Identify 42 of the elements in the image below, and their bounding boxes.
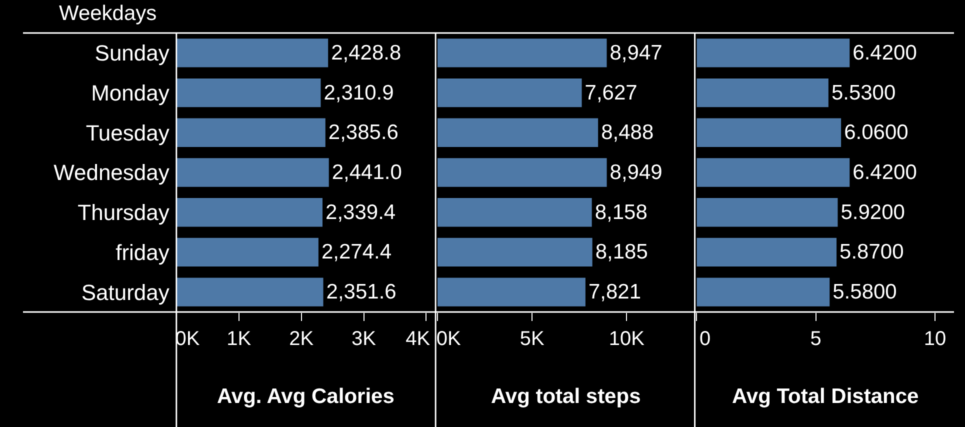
x-tick-label: 10K: [608, 328, 646, 350]
data-label: 8,185: [595, 240, 648, 264]
data-label: 2,351.6: [326, 280, 396, 304]
x-axis-title: Avg Total Distance: [732, 385, 919, 408]
data-label: 7,821: [588, 280, 642, 304]
data-label: 2,339.4: [326, 200, 396, 224]
x-tick-label: 5K: [520, 328, 545, 350]
data-label: 6.4200: [852, 41, 917, 64]
y-axis-title: Weekdays: [59, 2, 157, 25]
data-label: 8,947: [610, 41, 662, 64]
y-tick-label: Saturday: [81, 280, 170, 305]
y-tick-label: Sunday: [94, 40, 170, 66]
data-label: 2,385.6: [328, 121, 398, 144]
y-tick-label: Tuesday: [86, 120, 170, 146]
x-tick-label: 3K: [352, 328, 377, 350]
x-tick-label: 10: [924, 328, 946, 350]
data-label: 2,310.9: [324, 81, 394, 104]
data-label: 2,274.4: [321, 240, 392, 264]
x-axis-title: Avg. Avg Calories: [217, 385, 394, 408]
data-label: 5.5300: [831, 81, 896, 104]
y-tick-label: friday: [116, 240, 170, 265]
data-label: 5.9200: [840, 200, 905, 224]
x-tick-label: 0K: [436, 328, 461, 350]
y-tick-label: Thursday: [78, 200, 170, 226]
x-axis-title: Avg total steps: [491, 385, 641, 408]
data-label: 7,627: [584, 81, 638, 104]
data-label: 2,441.0: [332, 161, 402, 184]
data-label: 5.8700: [840, 240, 904, 264]
x-tick-label: 5: [810, 328, 822, 350]
data-label: 8,488: [601, 121, 654, 144]
data-label: 2,428.8: [331, 41, 402, 64]
x-tick-label: 4K: [406, 328, 430, 350]
data-label: 6.0600: [844, 121, 908, 144]
data-label: 8,158: [594, 200, 648, 224]
data-label: 5.5800: [832, 280, 897, 304]
data-label: 6.4200: [852, 161, 917, 184]
data-label: 8,949: [610, 161, 662, 184]
x-tick-label: 2K: [289, 328, 314, 350]
y-tick-label: Monday: [91, 80, 170, 106]
x-tick-label: 0: [682, 328, 711, 350]
x-tick-label: 1K: [226, 328, 252, 350]
y-tick-label: Wednesday: [54, 160, 170, 186]
